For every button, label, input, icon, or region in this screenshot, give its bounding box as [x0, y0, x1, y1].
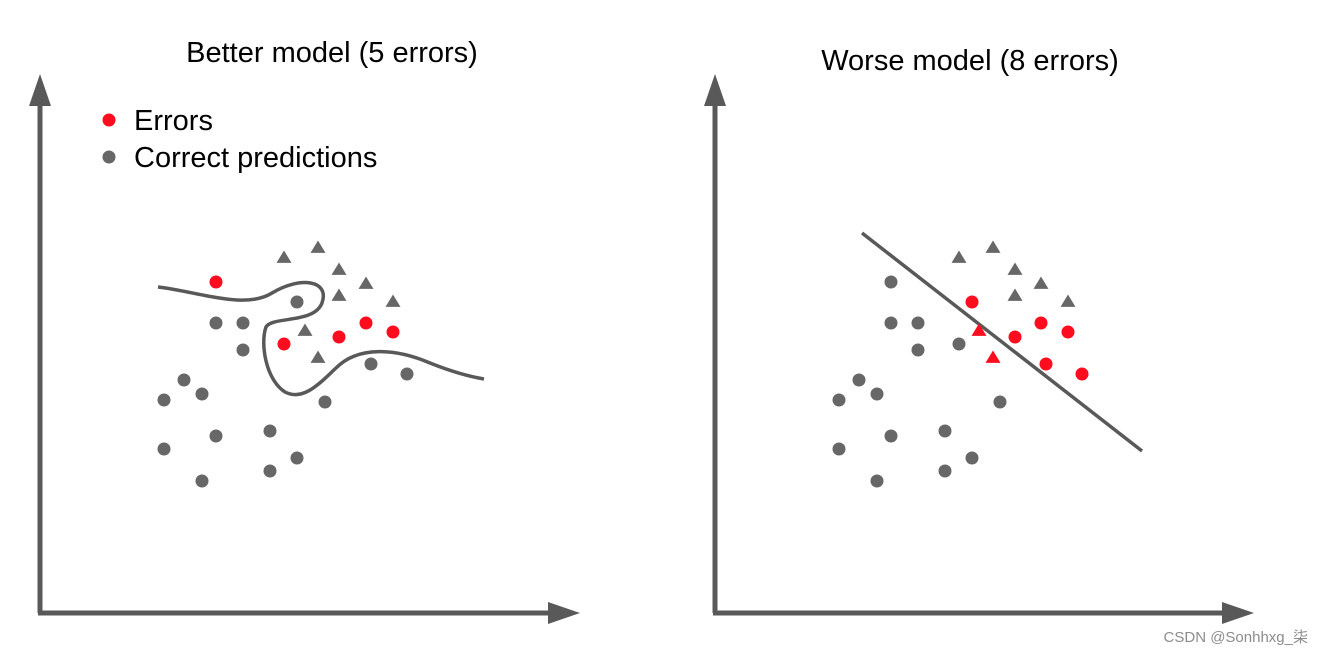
correct-triangle-point — [358, 276, 374, 289]
correct-triangle-point — [276, 250, 292, 263]
y-axis-arrow-right — [704, 74, 726, 106]
correct-triangle-point — [951, 250, 967, 263]
correct-circle-point — [938, 464, 952, 478]
correct-circle-point — [195, 387, 209, 401]
correct-circle-point — [884, 429, 898, 443]
correct-circle-point — [290, 451, 304, 465]
decision-boundary-curve — [157, 280, 485, 397]
panel-worse-model: Worse model (8 errors) — [704, 45, 1254, 624]
error-circle-point — [359, 316, 373, 330]
correct-circle-point — [911, 316, 925, 330]
correct-circle-point — [236, 343, 250, 357]
data-points-left — [157, 240, 414, 488]
error-circle-point — [1061, 325, 1075, 339]
x-axis-arrow-right — [1222, 602, 1254, 624]
error-circle-point — [386, 325, 400, 339]
correct-circle-point — [177, 373, 191, 387]
panel-title-worse: Worse model (8 errors) — [821, 45, 1119, 77]
error-circle-point — [277, 337, 291, 351]
correct-circle-point — [832, 393, 846, 407]
legend-error-marker — [102, 113, 116, 127]
error-circle-point — [1075, 367, 1089, 381]
error-circle-point — [1008, 330, 1022, 344]
correct-circle-point — [157, 393, 171, 407]
correct-circle-point — [318, 395, 332, 409]
error-circle-point — [1039, 357, 1053, 371]
error-triangle-point — [971, 323, 987, 336]
error-circle-point — [1034, 316, 1048, 330]
correct-triangle-point — [310, 350, 326, 363]
correct-circle-point — [938, 424, 952, 438]
correct-triangle-point — [1033, 276, 1049, 289]
correct-triangle-point — [331, 288, 347, 301]
decision-boundary-line — [860, 231, 1144, 453]
correct-circle-point — [263, 464, 277, 478]
correct-circle-point — [364, 357, 378, 371]
correct-circle-point — [952, 337, 966, 351]
panel-better-model: Better model (5 errors) Errors Correct p… — [29, 37, 580, 624]
correct-triangle-point — [385, 294, 401, 307]
correct-triangle-point — [297, 323, 313, 336]
watermark: CSDN @Sonhhxg_柒 — [1164, 629, 1308, 646]
data-points-right — [832, 240, 1089, 488]
correct-triangle-point — [1007, 262, 1023, 275]
legend-correct-label: Correct predictions — [134, 142, 377, 174]
correct-triangle-point — [310, 240, 326, 253]
correct-circle-point — [965, 451, 979, 465]
correct-circle-point — [195, 474, 209, 488]
correct-circle-point — [209, 429, 223, 443]
correct-circle-point — [400, 367, 414, 381]
legend-errors-label: Errors — [134, 105, 213, 137]
correct-circle-point — [852, 373, 866, 387]
correct-circle-point — [209, 316, 223, 330]
correct-circle-point — [870, 474, 884, 488]
error-circle-point — [209, 275, 223, 289]
legend: Errors Correct predictions — [102, 105, 377, 174]
correct-circle-point — [993, 395, 1007, 409]
error-triangle-point — [985, 350, 1001, 363]
correct-triangle-point — [1060, 294, 1076, 307]
error-circle-point — [965, 295, 979, 309]
correct-circle-point — [911, 343, 925, 357]
correct-circle-point — [290, 295, 304, 309]
correct-circle-point — [870, 387, 884, 401]
error-circle-point — [332, 330, 346, 344]
correct-circle-point — [884, 275, 898, 289]
correct-circle-point — [236, 316, 250, 330]
correct-circle-point — [884, 316, 898, 330]
x-axis-arrow-left — [548, 602, 580, 624]
legend-correct-marker — [102, 150, 116, 164]
correct-triangle-point — [331, 262, 347, 275]
panel-title-better: Better model (5 errors) — [186, 37, 478, 69]
y-axis-arrow-left — [29, 74, 51, 106]
correct-triangle-point — [1007, 288, 1023, 301]
correct-circle-point — [157, 442, 171, 456]
correct-circle-point — [832, 442, 846, 456]
correct-circle-point — [263, 424, 277, 438]
correct-triangle-point — [985, 240, 1001, 253]
